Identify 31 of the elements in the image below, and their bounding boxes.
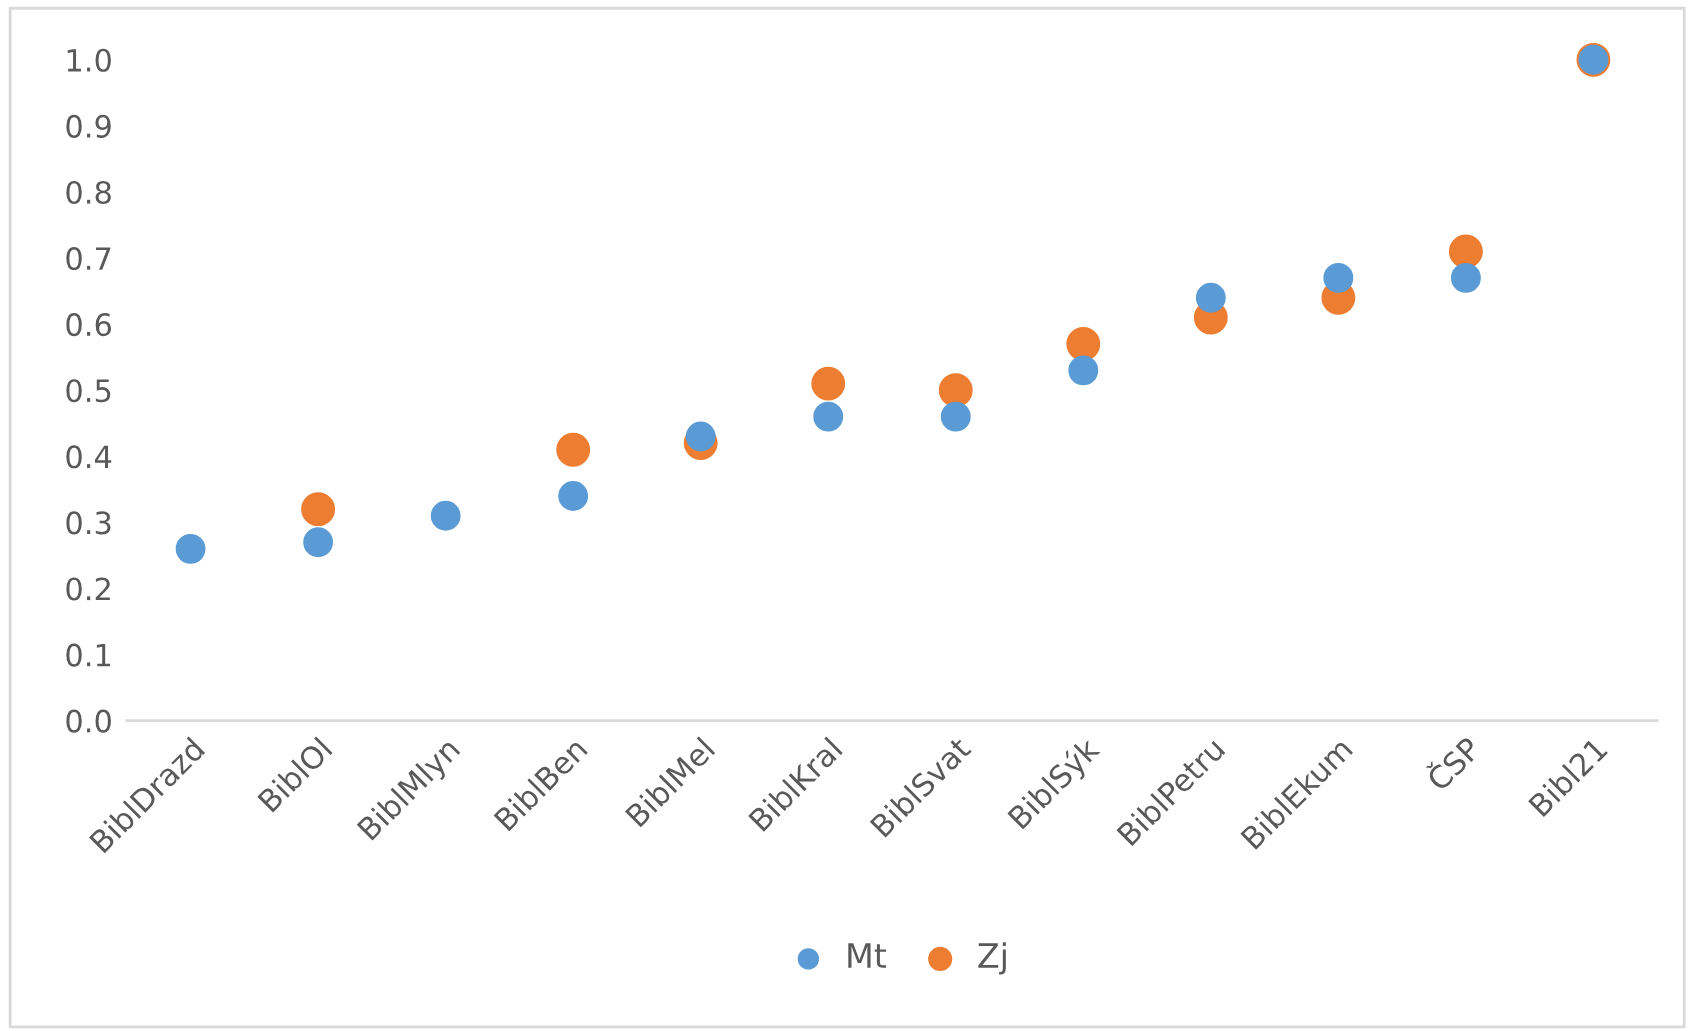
point [1068, 355, 1099, 386]
y-tick-label: 1.0 [67, 48, 111, 72]
y-tick-label: 0.2 [66, 577, 110, 601]
point [938, 373, 973, 408]
point [430, 500, 461, 531]
legend-label: Mt [848, 943, 887, 968]
x-tick-label: ČSP [1421, 731, 1482, 792]
point [1450, 262, 1481, 293]
y-tick-label: 0.1 [66, 643, 111, 667]
point [685, 421, 716, 452]
y-tick-label: 0.8 [66, 180, 111, 205]
y-tick-label: 0.3 [66, 511, 111, 535]
point [175, 533, 206, 564]
point [1323, 262, 1354, 293]
legend-label: Zj [978, 942, 1006, 975]
point [556, 432, 591, 467]
y-tick-label: 0.5 [66, 379, 111, 403]
point [1066, 327, 1101, 361]
point [1195, 282, 1226, 313]
y-tick-label: 0.0 [66, 709, 111, 733]
point [1448, 234, 1483, 269]
y-tick-label: 0.7 [66, 246, 111, 271]
y-tick-label: 0.9 [66, 114, 111, 138]
point [303, 527, 334, 558]
point [940, 401, 971, 432]
point [558, 481, 589, 511]
point [301, 492, 336, 527]
point [813, 401, 844, 432]
y-tick-label: 0.4 [66, 445, 112, 469]
y-tick-label: 0.6 [66, 313, 112, 337]
point [811, 366, 846, 401]
